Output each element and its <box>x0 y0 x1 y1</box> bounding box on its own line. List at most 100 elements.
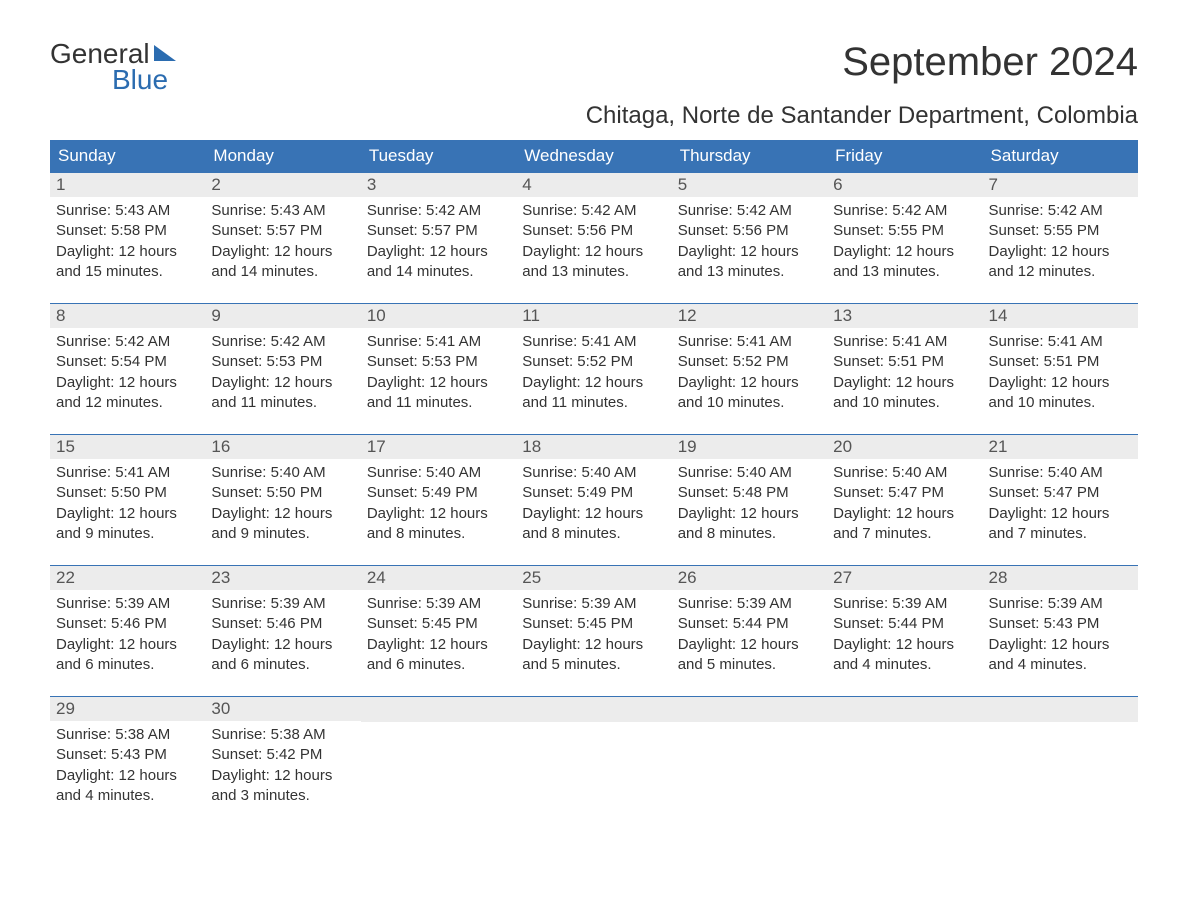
sunrise-text: Sunrise: 5:39 AM <box>367 594 510 614</box>
day-number: 1 <box>50 173 205 197</box>
week-row: 15Sunrise: 5:41 AMSunset: 5:50 PMDayligh… <box>50 434 1138 565</box>
daylight-line2: and 12 minutes. <box>989 262 1132 282</box>
daylight-line1: Daylight: 12 hours <box>833 635 976 655</box>
sunset-text: Sunset: 5:52 PM <box>522 352 665 372</box>
title-block: September 2024 <box>842 40 1138 85</box>
day-cell: 13Sunrise: 5:41 AMSunset: 5:51 PMDayligh… <box>827 304 982 434</box>
day-cell: 8Sunrise: 5:42 AMSunset: 5:54 PMDaylight… <box>50 304 205 434</box>
daylight-line2: and 6 minutes. <box>56 655 199 675</box>
daylight-line2: and 14 minutes. <box>367 262 510 282</box>
sunset-text: Sunset: 5:45 PM <box>367 614 510 634</box>
daylight-line2: and 4 minutes. <box>56 786 199 806</box>
sunrise-text: Sunrise: 5:40 AM <box>211 463 354 483</box>
daylight-line2: and 5 minutes. <box>678 655 821 675</box>
daylight-line2: and 4 minutes. <box>989 655 1132 675</box>
day-header-row: Sunday Monday Tuesday Wednesday Thursday… <box>50 140 1138 172</box>
day-content: Sunrise: 5:41 AMSunset: 5:51 PMDaylight:… <box>827 328 982 417</box>
daylight-line2: and 11 minutes. <box>522 393 665 413</box>
day-header-monday: Monday <box>205 140 360 172</box>
day-number: 5 <box>672 173 827 197</box>
sunrise-text: Sunrise: 5:42 AM <box>211 332 354 352</box>
day-cell <box>672 697 827 827</box>
day-number: 3 <box>361 173 516 197</box>
day-number: 4 <box>516 173 671 197</box>
location-text: Chitaga, Norte de Santander Department, … <box>50 102 1138 130</box>
day-cell: 22Sunrise: 5:39 AMSunset: 5:46 PMDayligh… <box>50 566 205 696</box>
day-number: 26 <box>672 566 827 590</box>
day-content: Sunrise: 5:43 AMSunset: 5:57 PMDaylight:… <box>205 197 360 286</box>
daylight-line2: and 7 minutes. <box>989 524 1132 544</box>
sunrise-text: Sunrise: 5:39 AM <box>211 594 354 614</box>
day-cell: 2Sunrise: 5:43 AMSunset: 5:57 PMDaylight… <box>205 173 360 303</box>
sunrise-text: Sunrise: 5:39 AM <box>522 594 665 614</box>
daylight-line1: Daylight: 12 hours <box>522 373 665 393</box>
day-header-wednesday: Wednesday <box>516 140 671 172</box>
day-cell: 3Sunrise: 5:42 AMSunset: 5:57 PMDaylight… <box>361 173 516 303</box>
day-content: Sunrise: 5:41 AMSunset: 5:50 PMDaylight:… <box>50 459 205 548</box>
day-header-friday: Friday <box>827 140 982 172</box>
sunset-text: Sunset: 5:52 PM <box>678 352 821 372</box>
day-content: Sunrise: 5:40 AMSunset: 5:48 PMDaylight:… <box>672 459 827 548</box>
sunrise-text: Sunrise: 5:42 AM <box>56 332 199 352</box>
daylight-line1: Daylight: 12 hours <box>211 242 354 262</box>
day-cell: 27Sunrise: 5:39 AMSunset: 5:44 PMDayligh… <box>827 566 982 696</box>
daylight-line2: and 10 minutes. <box>989 393 1132 413</box>
sunset-text: Sunset: 5:54 PM <box>56 352 199 372</box>
sunset-text: Sunset: 5:55 PM <box>989 221 1132 241</box>
daylight-line1: Daylight: 12 hours <box>522 635 665 655</box>
day-content: Sunrise: 5:40 AMSunset: 5:47 PMDaylight:… <box>983 459 1138 548</box>
day-content: Sunrise: 5:41 AMSunset: 5:52 PMDaylight:… <box>672 328 827 417</box>
day-cell: 6Sunrise: 5:42 AMSunset: 5:55 PMDaylight… <box>827 173 982 303</box>
day-content: Sunrise: 5:40 AMSunset: 5:47 PMDaylight:… <box>827 459 982 548</box>
day-number: 18 <box>516 435 671 459</box>
day-number: 25 <box>516 566 671 590</box>
daylight-line2: and 13 minutes. <box>833 262 976 282</box>
daylight-line2: and 10 minutes. <box>833 393 976 413</box>
day-cell <box>516 697 671 827</box>
day-cell: 10Sunrise: 5:41 AMSunset: 5:53 PMDayligh… <box>361 304 516 434</box>
calendar-grid: Sunday Monday Tuesday Wednesday Thursday… <box>50 140 1138 827</box>
sunrise-text: Sunrise: 5:41 AM <box>989 332 1132 352</box>
sunset-text: Sunset: 5:51 PM <box>833 352 976 372</box>
day-number <box>516 697 671 722</box>
day-cell: 20Sunrise: 5:40 AMSunset: 5:47 PMDayligh… <box>827 435 982 565</box>
sunset-text: Sunset: 5:57 PM <box>211 221 354 241</box>
day-cell: 15Sunrise: 5:41 AMSunset: 5:50 PMDayligh… <box>50 435 205 565</box>
day-header-tuesday: Tuesday <box>361 140 516 172</box>
daylight-line1: Daylight: 12 hours <box>211 635 354 655</box>
day-cell: 17Sunrise: 5:40 AMSunset: 5:49 PMDayligh… <box>361 435 516 565</box>
daylight-line2: and 3 minutes. <box>211 786 354 806</box>
day-content: Sunrise: 5:42 AMSunset: 5:53 PMDaylight:… <box>205 328 360 417</box>
day-cell: 12Sunrise: 5:41 AMSunset: 5:52 PMDayligh… <box>672 304 827 434</box>
day-number: 7 <box>983 173 1138 197</box>
day-number: 6 <box>827 173 982 197</box>
day-cell: 26Sunrise: 5:39 AMSunset: 5:44 PMDayligh… <box>672 566 827 696</box>
day-number: 9 <box>205 304 360 328</box>
sunset-text: Sunset: 5:43 PM <box>56 745 199 765</box>
day-number: 13 <box>827 304 982 328</box>
sunset-text: Sunset: 5:55 PM <box>833 221 976 241</box>
daylight-line2: and 5 minutes. <box>522 655 665 675</box>
day-cell: 7Sunrise: 5:42 AMSunset: 5:55 PMDaylight… <box>983 173 1138 303</box>
day-number: 12 <box>672 304 827 328</box>
sunset-text: Sunset: 5:44 PM <box>833 614 976 634</box>
day-content: Sunrise: 5:40 AMSunset: 5:50 PMDaylight:… <box>205 459 360 548</box>
daylight-line1: Daylight: 12 hours <box>56 504 199 524</box>
day-content: Sunrise: 5:38 AMSunset: 5:42 PMDaylight:… <box>205 721 360 810</box>
day-number: 20 <box>827 435 982 459</box>
sunrise-text: Sunrise: 5:41 AM <box>833 332 976 352</box>
day-cell: 18Sunrise: 5:40 AMSunset: 5:49 PMDayligh… <box>516 435 671 565</box>
sunset-text: Sunset: 5:50 PM <box>56 483 199 503</box>
sunset-text: Sunset: 5:46 PM <box>211 614 354 634</box>
sunset-text: Sunset: 5:44 PM <box>678 614 821 634</box>
daylight-line2: and 9 minutes. <box>211 524 354 544</box>
sunset-text: Sunset: 5:42 PM <box>211 745 354 765</box>
sunrise-text: Sunrise: 5:38 AM <box>211 725 354 745</box>
sunset-text: Sunset: 5:45 PM <box>522 614 665 634</box>
daylight-line1: Daylight: 12 hours <box>56 766 199 786</box>
logo-text-bottom: Blue <box>50 66 176 94</box>
daylight-line2: and 13 minutes. <box>522 262 665 282</box>
daylight-line1: Daylight: 12 hours <box>367 242 510 262</box>
sunset-text: Sunset: 5:49 PM <box>367 483 510 503</box>
day-content: Sunrise: 5:39 AMSunset: 5:45 PMDaylight:… <box>516 590 671 679</box>
